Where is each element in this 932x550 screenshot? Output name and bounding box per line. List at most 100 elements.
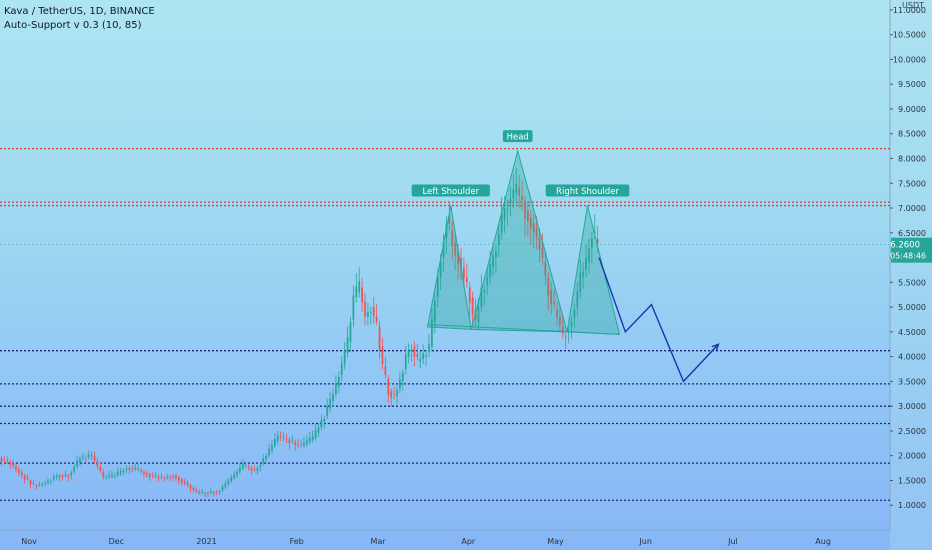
candle-body [154, 475, 157, 477]
candle-body [431, 318, 433, 347]
candle-body [218, 490, 221, 492]
symbol-title[interactable]: Kava / TetherUS, 1D, BINANCE [4, 6, 155, 17]
candle [407, 343, 410, 364]
candle-body [134, 467, 137, 470]
candle [314, 424, 317, 441]
candle-body [64, 474, 67, 476]
projection-path [598, 257, 719, 383]
candle-body [111, 474, 113, 477]
candle [256, 466, 259, 475]
candle-body [178, 477, 180, 481]
candle-body [172, 476, 174, 477]
candle-body [515, 183, 518, 194]
chart-legend: Kava / TetherUS, 1D, BINANCE Auto-Suppor… [4, 5, 155, 33]
price-tick-label: 8.0000 [898, 155, 926, 164]
candle [375, 304, 378, 326]
candle [38, 481, 41, 488]
candle-body [9, 461, 12, 465]
candle-body [125, 468, 128, 470]
candle [146, 470, 148, 478]
candle [544, 251, 547, 285]
candle-body [279, 435, 282, 438]
candle-body [585, 258, 587, 270]
candle-body [521, 195, 523, 201]
candle-body [271, 444, 273, 451]
candle [361, 277, 363, 312]
candle-body [35, 485, 38, 487]
candle-body [44, 483, 46, 484]
candle-body [497, 233, 500, 246]
candle [372, 297, 375, 324]
candle [346, 326, 349, 358]
candle-body [340, 363, 343, 376]
candle-body [131, 468, 134, 470]
price-tick-label: 1.0000 [898, 501, 926, 510]
pattern-triangle-2 [470, 149, 568, 333]
candle-body [204, 492, 206, 494]
candle [73, 464, 76, 475]
candle-body [288, 439, 291, 444]
candle [276, 430, 279, 445]
indicator-title[interactable]: Auto-Support v 0.3 (10, 85) [4, 20, 142, 31]
candle-body [564, 336, 567, 338]
candle-body [355, 286, 358, 298]
candle [259, 463, 262, 472]
candle [122, 468, 125, 476]
candle-body [323, 418, 326, 422]
candle-body [393, 393, 395, 395]
candle-body [500, 213, 503, 233]
price-tick-label: 5.0000 [898, 303, 926, 312]
price-tick-label: 9.0000 [898, 105, 926, 114]
candle-body [55, 475, 58, 478]
time-tick-label: Dec [109, 537, 124, 546]
candle-body [192, 487, 195, 491]
candle [396, 385, 398, 404]
candle-body [114, 475, 116, 477]
candle [425, 350, 427, 367]
candle-body [570, 321, 573, 327]
candle [9, 459, 12, 470]
candle-body [18, 469, 20, 473]
candle-body [561, 326, 564, 334]
candle-body [96, 461, 99, 467]
candle [573, 302, 576, 328]
candle [468, 282, 471, 318]
candle-body [573, 309, 576, 318]
candle [35, 484, 38, 490]
candle-body [588, 248, 590, 263]
candle-body [128, 468, 131, 470]
candle-body [329, 398, 331, 409]
candle-body [524, 203, 526, 219]
candle-body [230, 477, 233, 482]
candle-body [105, 477, 108, 479]
candle-body [207, 492, 209, 495]
candle [364, 292, 366, 325]
candle-body [285, 438, 288, 440]
candle-body [346, 337, 349, 353]
candle [128, 465, 131, 474]
candle-body [41, 483, 44, 485]
candle [215, 490, 218, 496]
label-left-shoulder-text: Left Shoulder [423, 187, 480, 197]
candle [195, 487, 198, 494]
candle-body [535, 227, 538, 238]
candle-body [29, 480, 32, 485]
candle [67, 474, 70, 482]
candle-body [87, 455, 90, 457]
candle [332, 388, 334, 407]
candle [311, 430, 314, 443]
candle [32, 479, 35, 486]
candle-body [486, 277, 489, 285]
candle-body [483, 290, 486, 293]
price-tick-label: 2.5000 [898, 427, 926, 436]
candle [140, 467, 142, 475]
candle-body [73, 467, 76, 472]
candle [448, 201, 451, 231]
label-head: Head [502, 130, 533, 143]
candle-body [169, 476, 172, 478]
candle [297, 439, 299, 449]
candle [381, 337, 384, 370]
candle [84, 454, 87, 462]
